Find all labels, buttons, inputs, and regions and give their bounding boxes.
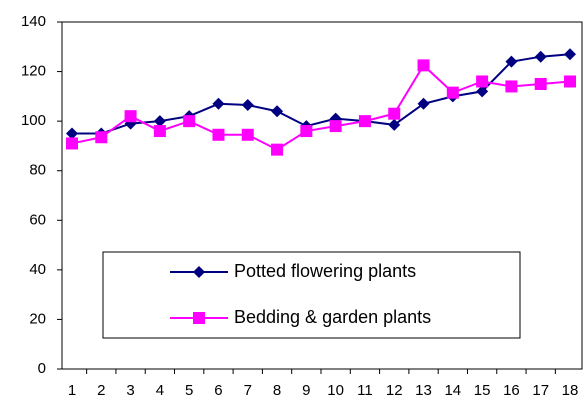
- marker-square: [446, 86, 459, 99]
- x-tick-label: 4: [156, 382, 164, 399]
- marker-square: [476, 75, 489, 88]
- marker-square: [534, 77, 547, 90]
- marker-square: [212, 128, 225, 141]
- marker-diamond: [66, 127, 78, 140]
- marker-diamond: [271, 105, 284, 118]
- y-tick-label: 40: [29, 261, 46, 278]
- marker-diamond: [153, 115, 166, 128]
- x-tick-label: 14: [444, 382, 461, 399]
- marker-diamond: [388, 118, 401, 131]
- x-tick-label: 10: [327, 382, 344, 399]
- marker-square: [388, 107, 401, 120]
- y-tick-label: 20: [29, 310, 46, 327]
- marker-diamond: [564, 48, 576, 61]
- marker-square: [124, 110, 137, 123]
- x-tick-label: 9: [302, 382, 310, 399]
- legend-label: Potted flowering plants: [234, 261, 416, 281]
- x-tick-label: 16: [503, 382, 520, 399]
- x-tick-label: 1: [68, 382, 76, 399]
- marker-diamond: [212, 97, 225, 110]
- marker-square: [95, 131, 108, 144]
- plot-frame: [61, 21, 583, 370]
- marker-square: [358, 115, 371, 128]
- marker-square: [564, 75, 576, 88]
- legend-box: [102, 251, 521, 339]
- y-tick-label: 0: [38, 360, 46, 377]
- y-tick-label: 140: [21, 13, 46, 30]
- marker-diamond: [476, 85, 489, 98]
- x-tick-label: 13: [415, 382, 432, 399]
- marker-diamond: [193, 266, 205, 278]
- marker-square: [66, 137, 78, 150]
- x-tick-label: 11: [357, 382, 373, 399]
- marker-square: [241, 128, 254, 141]
- x-tick-label: 17: [532, 382, 549, 399]
- marker-square: [271, 143, 284, 156]
- marker-diamond: [505, 55, 518, 68]
- x-tick-label: 6: [214, 382, 222, 399]
- marker-square: [505, 80, 518, 93]
- marker-square: [183, 115, 196, 128]
- marker-diamond: [417, 97, 430, 110]
- marker-diamond: [241, 99, 254, 112]
- legend-label: Bedding & garden plants: [234, 307, 431, 327]
- marker-square: [300, 125, 313, 138]
- y-tick-label: 100: [21, 112, 46, 129]
- y-tick-label: 120: [21, 63, 46, 80]
- y-tick-label: 60: [29, 211, 46, 228]
- marker-square: [329, 120, 342, 133]
- series-line: [72, 53, 571, 135]
- x-tick-label: 12: [386, 382, 403, 399]
- y-tick-label: 80: [29, 162, 46, 179]
- x-tick-label: 15: [474, 382, 491, 399]
- x-tick-label: 8: [273, 382, 281, 399]
- marker-diamond: [534, 50, 547, 63]
- x-tick-label: 3: [126, 382, 134, 399]
- marker-square: [193, 312, 205, 324]
- x-tick-label: 5: [185, 382, 193, 399]
- marker-square: [153, 125, 166, 138]
- x-tick-label: 18: [562, 382, 579, 399]
- marker-square: [417, 59, 430, 72]
- x-tick-label: 7: [244, 382, 252, 399]
- x-tick-label: 2: [97, 382, 105, 399]
